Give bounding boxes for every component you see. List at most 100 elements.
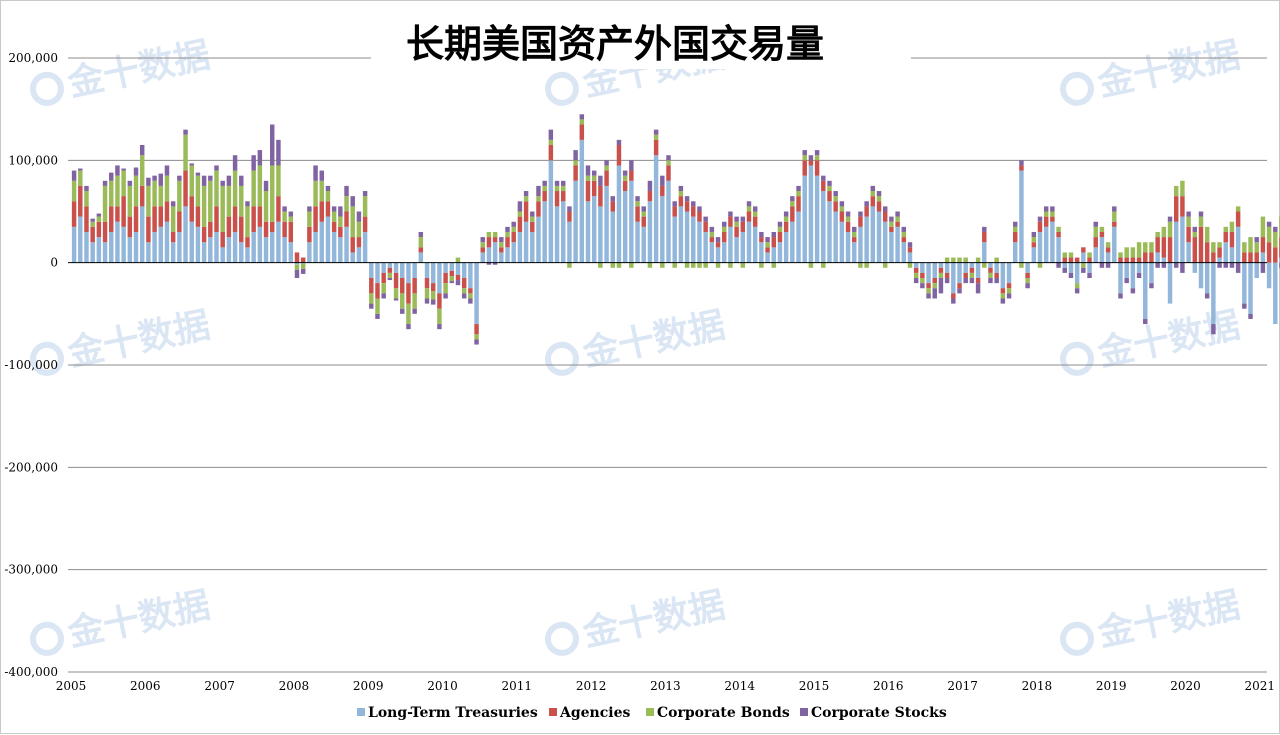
bar-segment (684, 201, 690, 212)
bar-segment (752, 226, 758, 263)
bar-segment (709, 226, 715, 232)
bar-segment (1248, 313, 1253, 319)
bar-segment (561, 201, 566, 263)
bar-segment (1099, 262, 1105, 268)
bar-segment (1136, 242, 1142, 258)
bar-segment (622, 170, 628, 176)
bar-segment (418, 231, 424, 238)
bar-segment (647, 262, 653, 268)
bar-segment (530, 216, 535, 222)
legend-swatch (357, 708, 365, 716)
bar-segment (616, 262, 622, 268)
bar-segment (170, 242, 176, 263)
bar-segment (282, 221, 287, 238)
bar-segment (585, 180, 591, 202)
bar-segment (1180, 216, 1185, 263)
bar-segment (1229, 247, 1235, 263)
bar-segment (1062, 252, 1067, 258)
bar-segment (90, 226, 95, 243)
bar-segment (1124, 278, 1129, 284)
bar-segment (635, 221, 640, 263)
bar-segment (870, 191, 876, 197)
bar-segment (1180, 180, 1185, 197)
bar-segment (852, 231, 857, 238)
bar-segment (121, 196, 126, 227)
bar-segment (127, 180, 133, 186)
watermark-logo-icon (1059, 71, 1094, 106)
bar-segment (282, 237, 287, 263)
bar-segment (152, 180, 157, 207)
x-tick-label: 2010 (427, 679, 458, 693)
bar-segment (882, 211, 888, 222)
bar-segment (777, 231, 783, 243)
bar-segment (369, 293, 374, 304)
bar-segment (195, 175, 201, 207)
bar-segment (1074, 283, 1080, 289)
bar-segment (1149, 262, 1154, 284)
bar-segment (1031, 231, 1037, 238)
bar-segment (406, 324, 411, 330)
bar-segment (1099, 226, 1105, 232)
bar-segment (1081, 262, 1086, 268)
bar-segment (1056, 262, 1061, 268)
bar-segment (709, 237, 715, 243)
bar-segment (139, 144, 145, 156)
bar-segment (1006, 288, 1012, 294)
bar-segment (641, 206, 646, 212)
bar-segment (876, 201, 882, 212)
bar-segment (1093, 237, 1098, 248)
bar-segment (1037, 216, 1043, 222)
bar-segment (734, 226, 739, 238)
bar-segment (1149, 242, 1154, 253)
bar-segment (759, 262, 764, 268)
bar-segment (969, 272, 975, 279)
bar-segment (802, 160, 807, 176)
bar-segment (1161, 226, 1167, 238)
bar-segment (177, 231, 182, 263)
bar-segment (523, 191, 529, 197)
bar-segment (1019, 160, 1024, 166)
bar-segment (907, 252, 913, 263)
bar-segment (567, 211, 572, 222)
y-tick-label: -400,000 (4, 665, 58, 679)
bar-segment (523, 201, 529, 222)
bar-segment (721, 226, 727, 232)
bar-segment (319, 180, 324, 202)
bar-segment (536, 196, 541, 202)
bar-segment (746, 201, 752, 207)
bar-segment (1248, 262, 1253, 314)
bar-segment (802, 175, 807, 263)
x-tick-label: 2006 (130, 679, 161, 693)
bar-segment (629, 160, 634, 171)
bar-segment (461, 293, 467, 299)
bar-segment (1124, 247, 1129, 258)
bar-segment (127, 185, 133, 217)
bar-segment (821, 180, 826, 192)
bar-segment (1167, 262, 1173, 304)
bar-segment (1130, 288, 1136, 294)
bar-segment (938, 267, 944, 273)
bar-segment (1204, 226, 1210, 243)
bar-segment (313, 231, 318, 263)
bar-segment (146, 185, 151, 217)
bar-segment (1118, 293, 1123, 299)
bar-segment (443, 293, 448, 299)
bar-segment (821, 175, 826, 181)
watermark: 金十数据 (29, 34, 214, 106)
bar-segment (827, 201, 832, 263)
bar-segment (536, 185, 541, 197)
bar-segment (765, 242, 770, 248)
bar-segment (170, 206, 176, 232)
bar-segment (913, 278, 919, 284)
bar-segment (852, 242, 857, 263)
bar-segment (331, 211, 337, 222)
bar-segment (362, 216, 368, 232)
bar-segment (907, 262, 913, 268)
bar-segment (449, 275, 455, 282)
bar-segment (1068, 262, 1074, 273)
bar-segment (1229, 221, 1235, 232)
bar-segment (852, 226, 857, 232)
bar-segment (146, 216, 151, 243)
bar-segment (926, 293, 931, 299)
